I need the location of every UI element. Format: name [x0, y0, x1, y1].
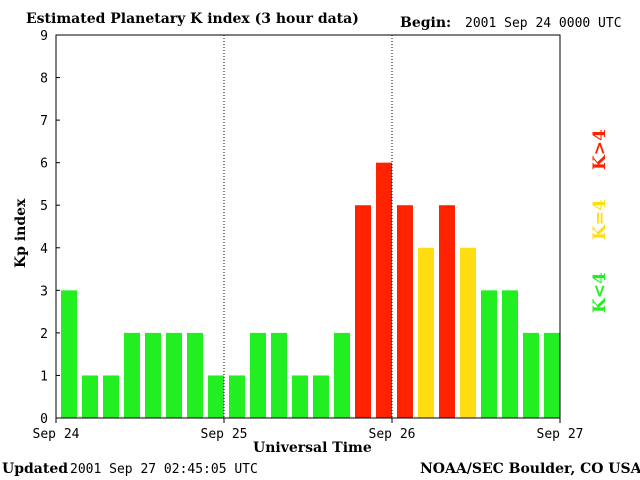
x-tick-label: Sep 24 [33, 427, 80, 442]
y-tick-label: 1 [40, 369, 48, 384]
kp-bar [208, 375, 224, 418]
kp-bar [418, 247, 434, 418]
kp-bar [103, 375, 119, 418]
kp-bar [166, 332, 182, 418]
y-tick-label: 8 [40, 72, 48, 87]
x-axis-label: Universal Time [253, 440, 372, 456]
y-tick-label: 0 [40, 412, 48, 427]
y-tick-label: 9 [40, 29, 48, 44]
kp-bar [355, 205, 371, 418]
kp-bar [502, 290, 518, 418]
y-tick-label: 7 [40, 114, 48, 129]
kp-bar [61, 290, 77, 418]
chart-title: Estimated Planetary K index (3 hour data… [26, 11, 359, 27]
x-ticks: Sep 24 Sep 25 Sep 26 Sep 27 [33, 418, 584, 442]
legend-equal: K=4 [590, 199, 610, 240]
x-tick-label: Sep 26 [369, 427, 416, 442]
bars-group [61, 162, 560, 418]
kp-bar [250, 332, 266, 418]
credit: NOAA/SEC Boulder, CO USA [420, 461, 640, 477]
y-tick-label: 5 [40, 199, 48, 214]
updated-value: 2001 Sep 27 02:45:05 UTC [70, 462, 258, 477]
kp-bar [124, 332, 140, 418]
y-ticks: 0 1 2 3 4 5 6 7 8 9 [40, 29, 60, 427]
axes-group [55, 34, 561, 419]
y-tick-label: 3 [40, 284, 48, 299]
updated-label: Updated [2, 461, 69, 477]
day-separators [223, 35, 393, 418]
begin-label: Begin: [400, 15, 452, 31]
kp-bar [439, 205, 455, 418]
x-tick-label: Sep 25 [201, 427, 248, 442]
kp-bar [271, 332, 287, 418]
kp-bar [544, 332, 560, 418]
x-tick-label: Sep 27 [537, 427, 584, 442]
kp-bar [334, 332, 350, 418]
kp-bar [481, 290, 497, 418]
kp-bar [313, 375, 329, 418]
y-tick-label: 6 [40, 157, 48, 172]
kp-bar [187, 332, 203, 418]
legend-high: K>4 [590, 129, 610, 170]
legend-low: K<4 [590, 272, 610, 313]
kp-bar [82, 375, 98, 418]
y-tick-label: 4 [40, 242, 48, 257]
kp-bar [376, 162, 392, 418]
kp-bar [292, 375, 308, 418]
plot-frame [55, 34, 561, 419]
kp-bar [229, 375, 245, 418]
y-tick-label: 2 [40, 327, 48, 342]
kp-bar [523, 332, 539, 418]
begin-value: 2001 Sep 24 0000 UTC [465, 16, 622, 31]
kp-bar [460, 247, 476, 418]
kp-bar [397, 205, 413, 418]
kp-bar [145, 332, 161, 418]
